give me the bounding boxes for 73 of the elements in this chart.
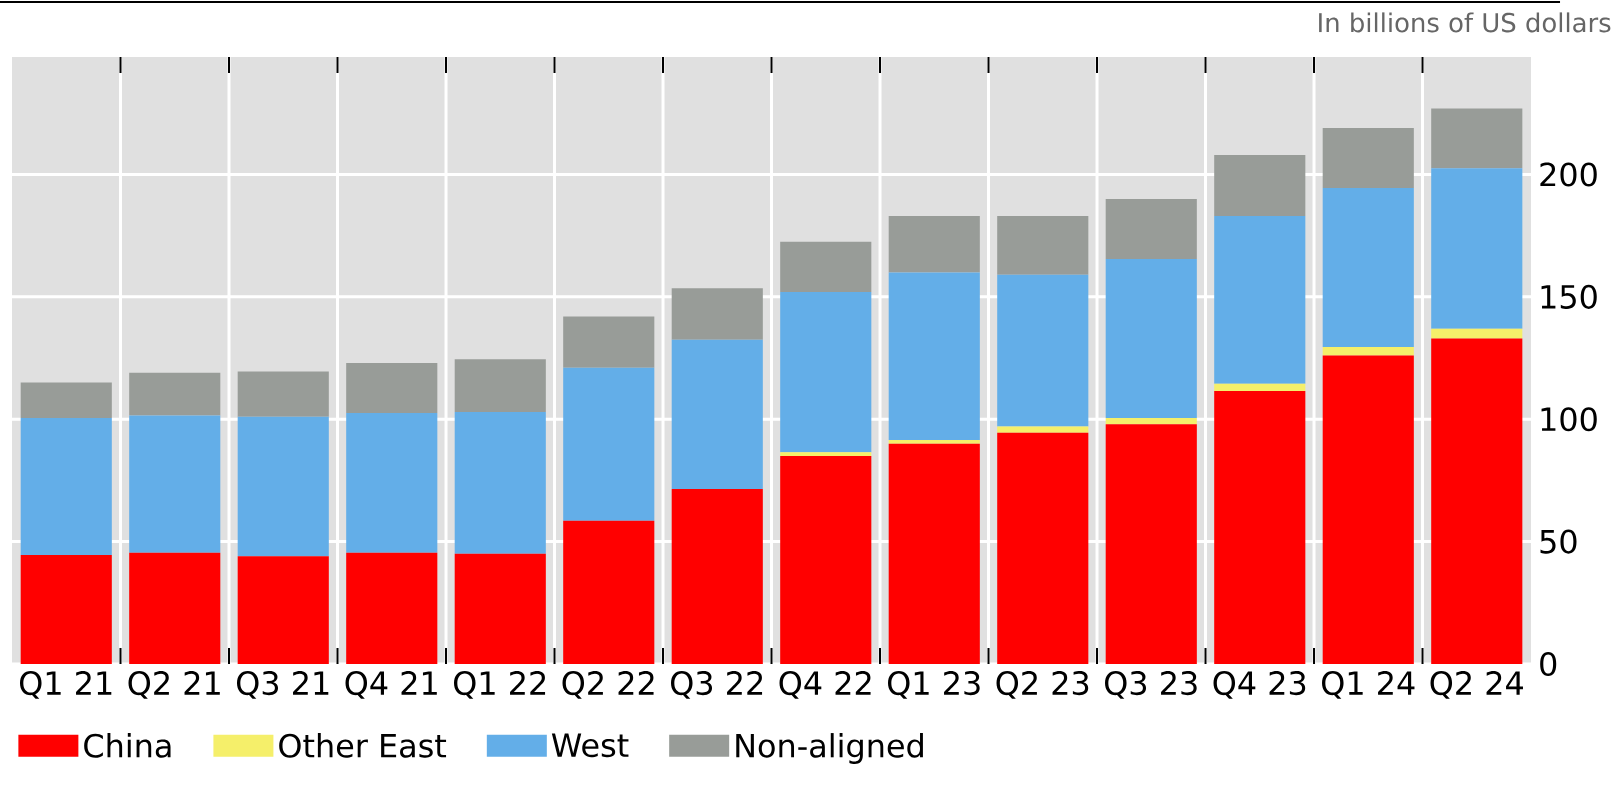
x-tick-label: Q3 23 — [1105, 671, 1197, 699]
x-tick-label: Q4 23 — [1213, 671, 1306, 699]
bar — [1214, 216, 1306, 384]
y-tick-label: 150 — [1541, 284, 1597, 309]
bar — [780, 241, 872, 292]
bar — [20, 555, 112, 664]
y-tick-label: 50 — [1540, 529, 1577, 554]
bar — [454, 553, 546, 664]
bar — [997, 274, 1089, 427]
bar — [563, 367, 655, 521]
bar — [1431, 328, 1523, 339]
bar — [1322, 187, 1414, 348]
bar — [129, 552, 221, 664]
bar — [237, 371, 329, 417]
bar — [237, 416, 329, 557]
bar — [20, 382, 112, 419]
bar — [1214, 383, 1306, 392]
bar — [1105, 424, 1197, 664]
bar — [346, 362, 438, 414]
bar — [20, 418, 112, 556]
x-tick-label: Q4 21 — [345, 671, 437, 699]
bar — [563, 316, 655, 368]
y-tick-label: 200 — [1540, 162, 1597, 187]
bar — [1105, 198, 1197, 259]
bar — [997, 426, 1089, 433]
bar — [888, 272, 980, 441]
bar — [129, 372, 221, 416]
bar — [1214, 154, 1306, 217]
legend-label: West — [551, 733, 629, 758]
bar — [780, 452, 872, 456]
x-tick-label: Q2 24 — [1430, 671, 1523, 699]
y-tick-label: 0 — [1540, 651, 1557, 677]
bar — [346, 552, 438, 664]
bar — [997, 216, 1089, 275]
bar — [1214, 391, 1306, 664]
y-tick-label: 100 — [1541, 407, 1597, 432]
bar — [1322, 127, 1414, 188]
bar — [888, 216, 980, 273]
bar — [671, 488, 763, 664]
bar — [1431, 168, 1523, 329]
bar — [346, 413, 438, 553]
bar — [1431, 108, 1523, 169]
x-tick-label: Q1 22 — [454, 671, 546, 699]
x-tick-label: Q2 22 — [562, 671, 654, 699]
legend-label: Other East — [279, 733, 447, 758]
text: In billions of US dollars — [1319, 12, 1611, 33]
bar — [1322, 355, 1414, 664]
bar — [780, 455, 872, 664]
x-tick-label: Q1 23 — [888, 671, 980, 699]
x-tick-label: Q4 22 — [779, 671, 871, 699]
bar — [888, 440, 980, 444]
bar — [1322, 347, 1414, 356]
bar — [1431, 338, 1523, 664]
bar — [888, 443, 980, 664]
x-tick-label: Q1 21 — [19, 671, 112, 699]
bar — [997, 432, 1089, 664]
bar — [780, 291, 872, 453]
x-tick-label: Q2 23 — [996, 671, 1089, 699]
bar — [237, 556, 329, 664]
legend-label: Non-aligned — [736, 733, 923, 764]
x-tick-label: Q3 21 — [237, 671, 329, 699]
bar — [454, 359, 546, 412]
x-tick-label: Q2 21 — [128, 671, 220, 699]
bar — [454, 411, 546, 554]
bar — [671, 288, 763, 340]
bar — [671, 339, 763, 489]
x-tick-label: Q1 24 — [1322, 671, 1415, 699]
bar — [129, 415, 221, 553]
bar — [1105, 258, 1197, 419]
bar — [563, 520, 655, 664]
x-tick-label: Q3 22 — [671, 671, 763, 699]
legend-label: China — [84, 733, 171, 758]
bar — [1105, 418, 1197, 425]
